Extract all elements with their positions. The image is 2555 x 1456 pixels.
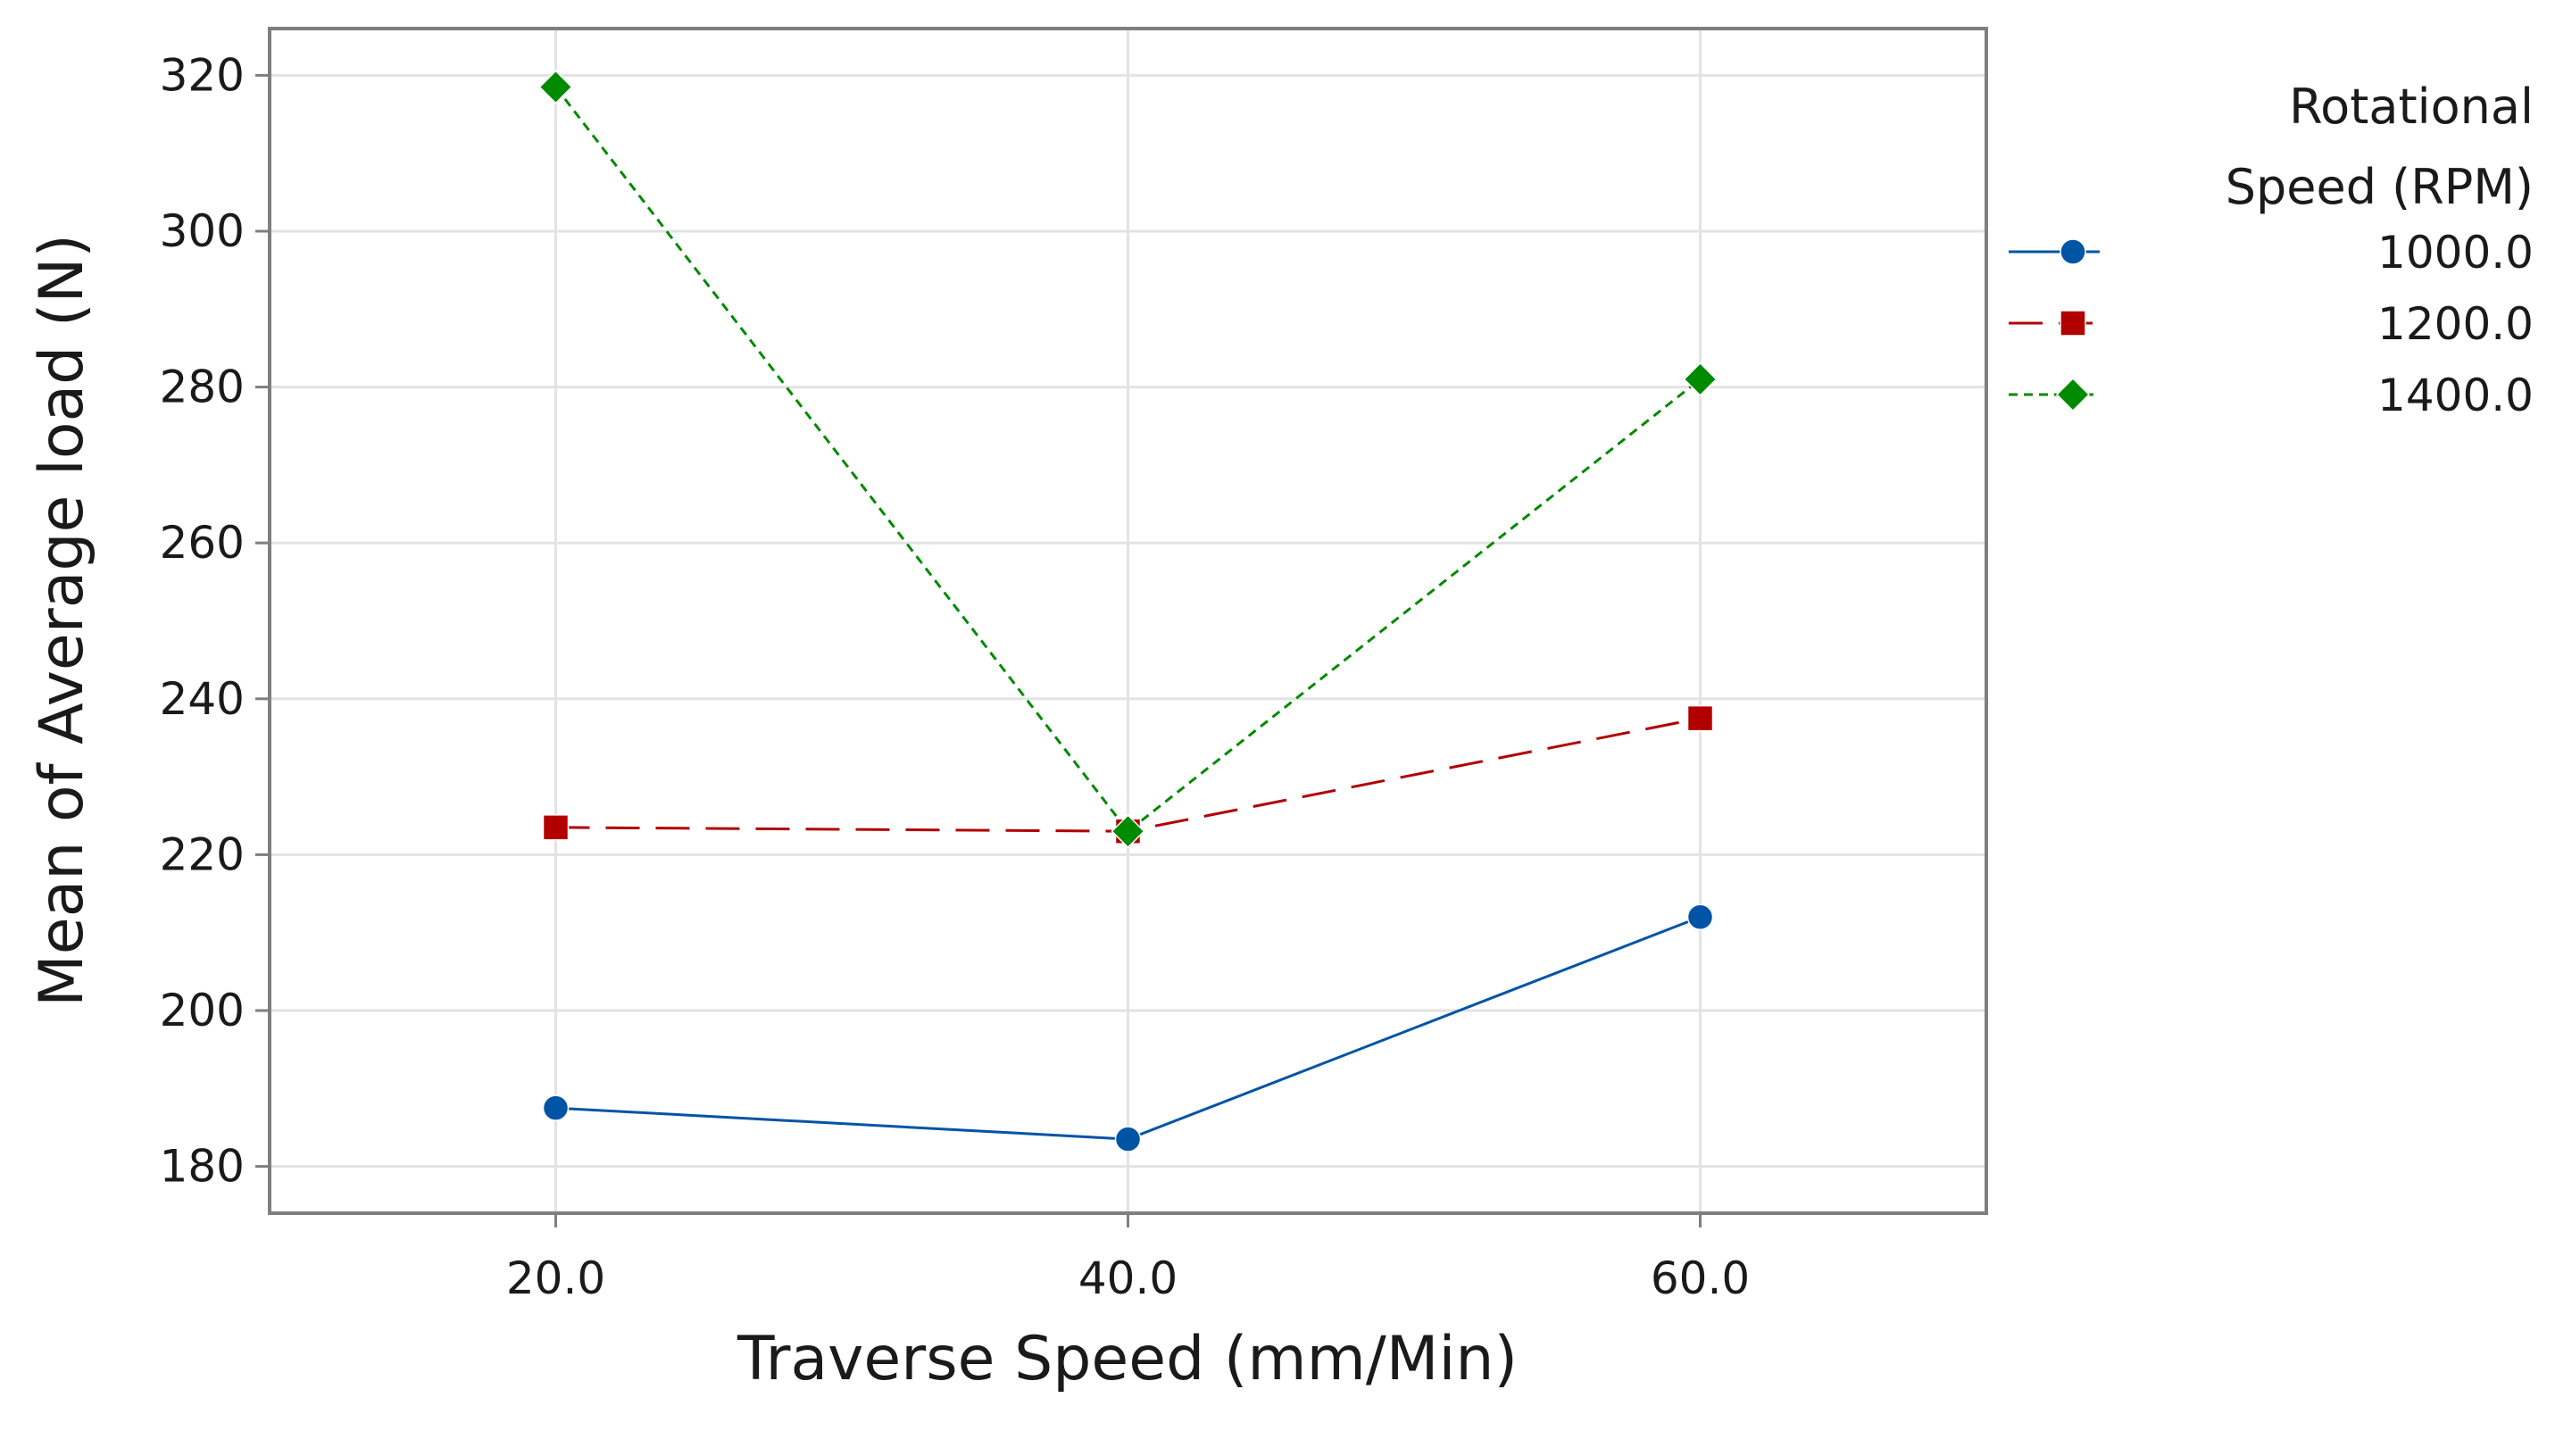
x-tick-label: 60.0: [1651, 1252, 1750, 1304]
y-tick-label: 260: [160, 517, 245, 569]
legend-label-1000.0: 1000.0: [2377, 227, 2534, 279]
legend-marker-1200.0: [2060, 310, 2086, 337]
data-point-1400.0: [1683, 362, 1718, 396]
legend-marker-1400.0: [2055, 377, 2091, 412]
data-point-1000.0: [1686, 903, 1714, 930]
legend-title-line1: Rotational: [2289, 79, 2534, 135]
y-tick-label: 180: [160, 1141, 245, 1193]
x-tick-label: 20.0: [506, 1252, 605, 1304]
grid-layer: [270, 29, 1986, 1213]
legend-marker-1000.0: [2060, 238, 2086, 265]
data-point-1000.0: [1114, 1126, 1142, 1152]
y-tick-label: 320: [160, 49, 245, 101]
series-layer: [538, 70, 1718, 1152]
y-tick-label: 220: [160, 828, 245, 880]
legend: Rotational Speed (RPM) 1000.0 1200.0 1400.…: [2009, 79, 2534, 421]
legend-label-1400.0: 1400.0: [2377, 370, 2534, 421]
data-point-1000.0: [542, 1094, 570, 1121]
data-point-1200.0: [1686, 704, 1714, 732]
legend-title-line2: Speed (RPM): [2226, 159, 2534, 215]
y-tick-label: 300: [160, 205, 245, 257]
x-axis-title: Traverse Speed (mm/Min): [737, 1324, 1518, 1394]
data-point-1400.0: [1111, 814, 1145, 849]
y-tick-label: 200: [160, 985, 245, 1036]
y-axis-title: Mean of Average load (N): [27, 234, 97, 1007]
legend-label-1200.0: 1200.0: [2377, 298, 2534, 350]
data-point-1200.0: [542, 814, 570, 841]
x-axis: 20.0 40.0 60.0: [506, 1213, 1750, 1304]
y-tick-label: 240: [160, 673, 245, 725]
y-axis: 180 200 220 240 260 280 300 320: [160, 49, 270, 1193]
data-point-1400.0: [538, 70, 573, 104]
legend-items: 1000.0 1200.0 1400.0: [2009, 227, 2534, 421]
x-tick-label: 40.0: [1078, 1252, 1178, 1304]
y-tick-label: 280: [160, 362, 245, 413]
